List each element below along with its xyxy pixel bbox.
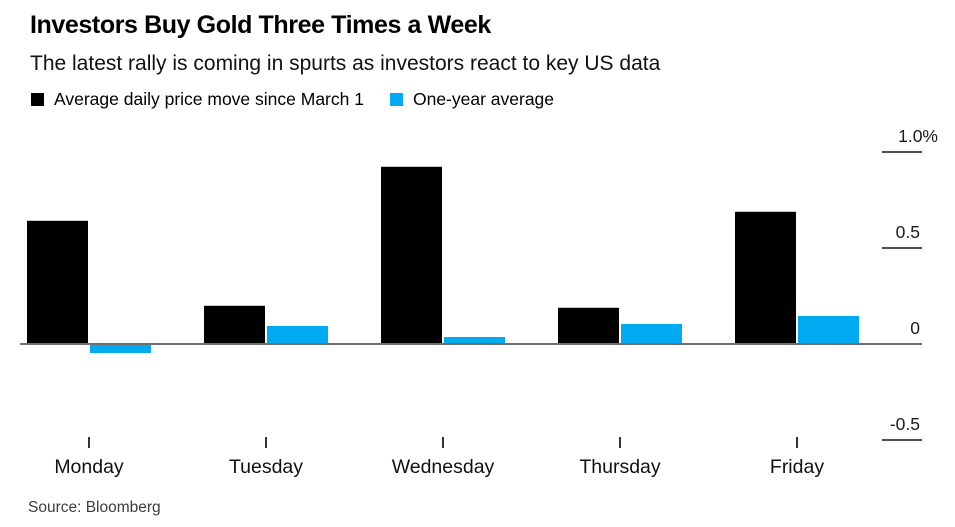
y-tick-line-0-5 <box>882 439 922 441</box>
legend-item-daily-move: Average daily price move since March 1 <box>31 89 364 110</box>
y-tick-line-1-0 <box>882 151 922 153</box>
bar-average-daily-price-move-since-march-1-tuesday <box>204 305 265 343</box>
x-tick-wednesday <box>442 437 444 448</box>
y-tick-label-0-5: 0.5 <box>895 222 920 242</box>
legend-swatch-black-icon <box>31 93 44 106</box>
x-tick-tuesday <box>265 437 267 448</box>
y-tick-line-0-5 <box>882 247 922 249</box>
x-tick-label-tuesday: Tuesday <box>228 456 304 478</box>
legend-swatch-cyan-icon <box>389 93 403 106</box>
chart-subtitle: The latest rally is coming in spurts as … <box>30 52 661 75</box>
bar-average-daily-price-move-since-march-1-monday <box>27 220 88 343</box>
bar-one-year-average-monday <box>90 345 151 353</box>
legend: Average daily price move since March 1 O… <box>31 89 554 110</box>
x-tick-label-friday: Friday <box>769 456 825 478</box>
bar-one-year-average-tuesday <box>267 326 328 343</box>
source-note: Source: Bloomberg <box>28 499 161 516</box>
legend-label-one-year-average: One-year average <box>412 89 555 109</box>
bar-one-year-average-wednesday <box>444 337 505 343</box>
bar-average-daily-price-move-since-march-1-friday <box>735 211 796 343</box>
x-tick-label-wednesday: Wednesday <box>391 456 495 478</box>
legend-label-daily-move: Average daily price move since March 1 <box>54 89 364 109</box>
x-tick-label-monday: Monday <box>54 456 124 478</box>
x-axis-baseline <box>20 343 922 345</box>
x-tick-thursday <box>619 437 621 448</box>
y-tick-label-0-5: -0.5 <box>889 414 920 434</box>
legend-item-one-year-average: One-year average <box>389 89 555 110</box>
bar-one-year-average-friday <box>798 316 859 343</box>
chart-title: Investors Buy Gold Three Times a Week <box>30 11 491 39</box>
x-tick-monday <box>88 437 90 448</box>
x-tick-friday <box>796 437 798 448</box>
bar-average-daily-price-move-since-march-1-wednesday <box>381 166 442 343</box>
y-tick-label-1-0: 1.0% <box>898 126 938 146</box>
bar-one-year-average-thursday <box>621 324 682 343</box>
y-tick-label-0: 0 <box>910 318 920 338</box>
bar-average-daily-price-move-since-march-1-thursday <box>558 307 619 343</box>
x-tick-label-thursday: Thursday <box>579 456 661 478</box>
